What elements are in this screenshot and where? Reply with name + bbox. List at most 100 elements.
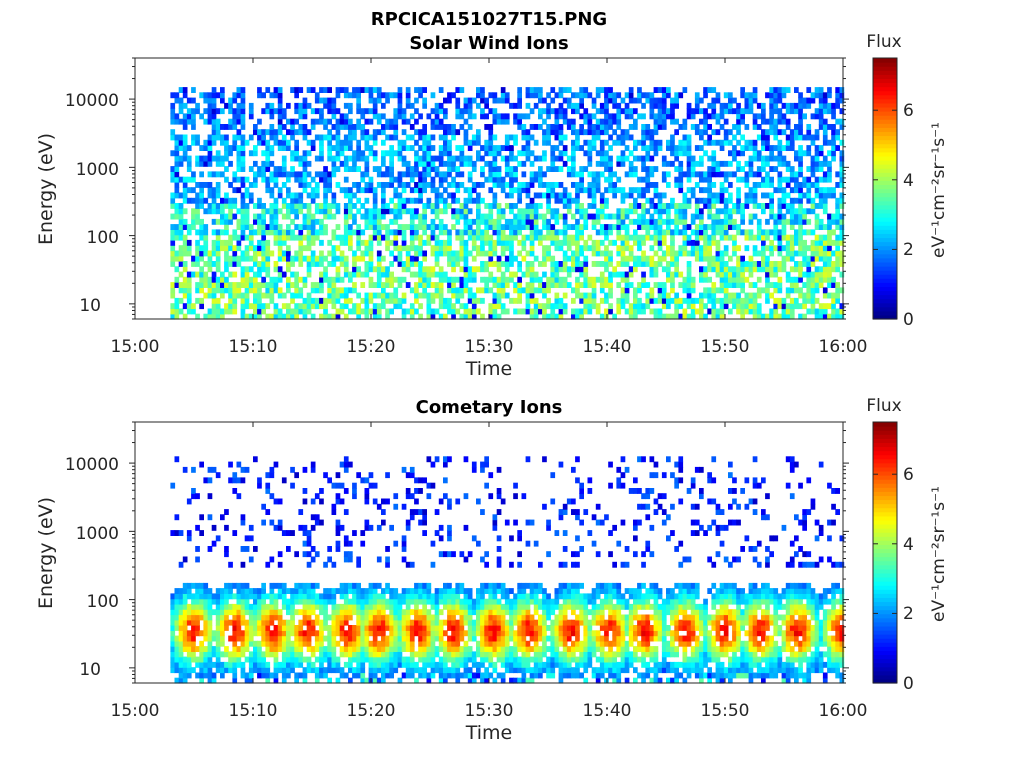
flux-cell [550,308,556,315]
flux-cell [220,229,225,236]
flux-cell [191,667,196,674]
flux-cell [273,308,279,315]
flux-cell [529,239,535,246]
flux-cell [666,182,671,188]
flux-cell [633,261,638,267]
flux-cell [438,134,444,141]
flux-cell [356,271,361,278]
flux-cell [740,255,745,262]
flux-cell [257,271,262,278]
flux-cell [781,245,787,252]
flux-cell [195,619,200,626]
flux-cell [170,134,176,141]
flux-cell [513,234,518,241]
flux-cell [397,282,403,288]
flux-cell [736,266,741,273]
flux-cell [215,218,221,225]
flux-cell [538,97,543,104]
flux-cell [261,255,266,262]
flux-cell [409,208,415,215]
flux-cell [236,118,242,125]
flux-cell [443,208,448,215]
flux-cell [546,303,551,310]
flux-cell [174,171,180,178]
flux-cell [690,245,696,252]
flux-cell [732,271,737,278]
flux-cell [736,303,741,310]
flux-cell [215,614,221,621]
flux-cell [277,108,283,115]
flux-cell [343,297,349,304]
flux-cell [298,203,304,209]
flux-cell [616,134,622,141]
flux-cell [240,561,246,568]
flux-cell [546,102,551,109]
flux-cell [376,129,382,136]
flux-cell [253,176,258,183]
flux-cell [232,171,238,178]
flux-cell [228,477,233,484]
flux-cell [327,171,332,178]
flux-cell [414,292,419,299]
flux-cell [715,113,721,120]
flux-cell [286,176,291,183]
flux-cell [587,182,593,188]
flux-cell [467,197,473,204]
flux-cell [471,303,477,310]
flux-cell [298,303,304,310]
flux-cell [748,92,754,99]
flux-cell [224,651,229,658]
flux-cell [785,124,791,130]
flux-cell [496,213,502,220]
flux-cell [207,672,213,679]
flux-cell [236,218,242,225]
flux-cell [806,187,812,194]
flux-cell [327,118,332,125]
flux-cell [199,303,204,310]
flux-cell [244,466,250,473]
flux-cell [542,129,547,136]
flux-cell [653,97,659,104]
flux-cell [500,229,506,236]
flux-cell [174,234,180,241]
flux-cell [517,118,522,125]
flux-cell [434,171,440,178]
flux-cell [451,160,456,167]
flux-cell [711,192,717,199]
flux-cell [178,245,184,252]
flux-cell [360,129,366,136]
flux-cell [571,313,576,320]
flux-cell [319,171,324,178]
flux-cell [748,155,754,162]
flux-cell [277,208,283,215]
flux-cell [723,160,729,167]
flux-cell [814,108,820,115]
flux-cell [810,271,816,278]
flux-cell [463,139,469,146]
flux-cell [228,150,233,157]
flux-cell [463,118,469,125]
flux-cell [240,588,246,594]
flux-cell [232,176,238,183]
flux-cell [451,255,456,262]
flux-cell [265,155,271,162]
flux-cell [719,308,725,315]
flux-cell [385,308,390,315]
flux-cell [657,287,663,294]
flux-cell [331,229,337,236]
flux-cell [604,97,609,104]
flux-cell [211,129,217,136]
flux-cell [430,282,436,288]
flux-cell [484,213,489,220]
flux-cell [785,250,791,257]
flux-cell [265,102,271,109]
flux-cell [434,124,440,130]
flux-cell [294,282,299,288]
flux-cell [831,102,836,109]
flux-cell [248,287,254,294]
flux-cell [558,182,564,188]
flux-cell [430,224,436,230]
flux-cell [628,303,634,310]
flux-cell [686,266,692,273]
flux-cell [699,276,704,283]
